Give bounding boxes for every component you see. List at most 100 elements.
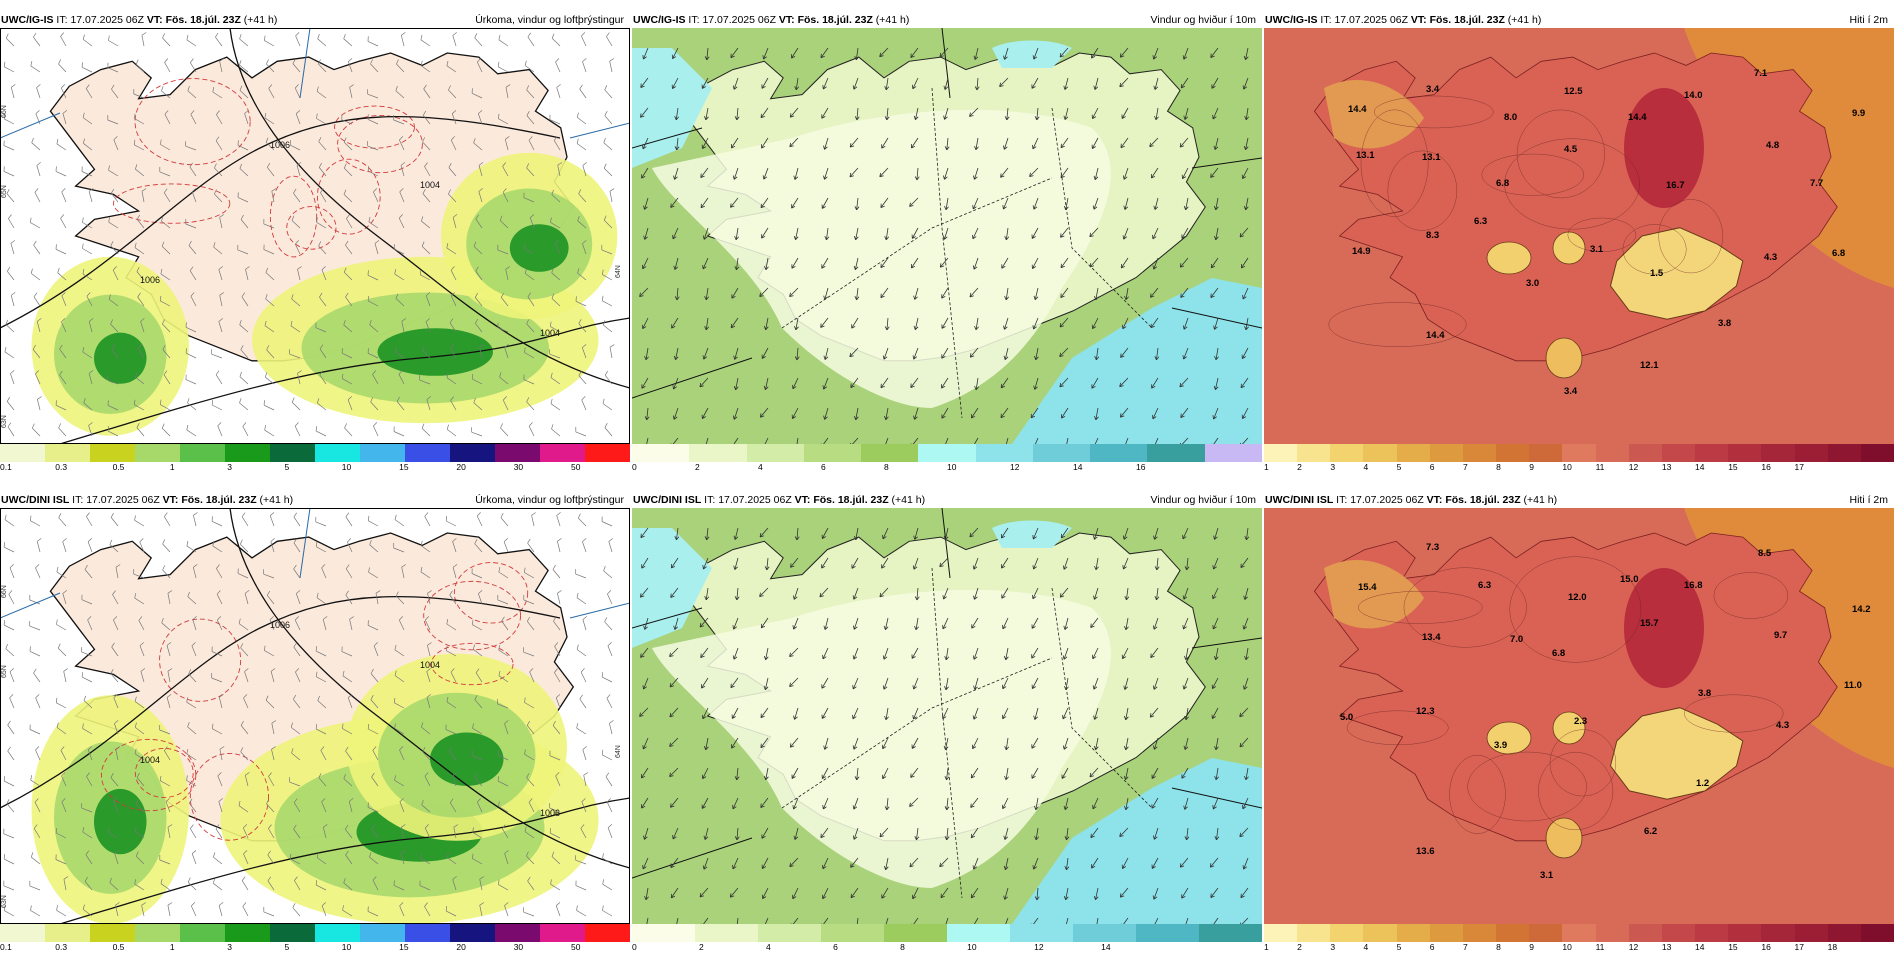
colorbar-swatch <box>315 924 360 942</box>
colorbar-swatch <box>1430 444 1463 462</box>
latitude-label: 63N <box>1 895 8 908</box>
panel-header: UWC/IG-IS IT: 17.07.2025 06Z VT: Fös. 18… <box>0 12 630 28</box>
map-canvas <box>632 28 1262 444</box>
map-canvas <box>632 508 1262 924</box>
lead-time: (+41 h) <box>260 494 294 506</box>
temperature-value: 12.5 <box>1564 86 1583 97</box>
run-info: UWC/IG-IS IT: 17.07.2025 06Z VT: Fös. 18… <box>1 12 277 28</box>
panel-header: UWC/IG-IS IT: 17.07.2025 06Z VT: Fös. 18… <box>632 12 1262 28</box>
colorbar-tick-label: 0.3 <box>55 942 67 952</box>
precip-area-heavy <box>94 789 147 854</box>
colorbar-swatch <box>495 444 540 462</box>
glacier-small <box>1546 818 1582 858</box>
colorbar-tick-label: 0.5 <box>113 942 125 952</box>
it-value: 17.07.2025 06Z <box>1350 494 1424 506</box>
colorbar-swatch <box>0 924 45 942</box>
precip-panel: UWC/DINI ISL IT: 17.07.2025 06Z VT: Fös.… <box>0 492 630 952</box>
isobar-label: 1004 <box>140 755 160 765</box>
temperature-value: 3.9 <box>1494 740 1507 751</box>
colorbar-swatch <box>1529 924 1562 942</box>
colorbar-tick-label: 16 <box>1136 462 1145 472</box>
colorbar-swatch <box>270 924 315 942</box>
colorbar-swatch <box>450 444 495 462</box>
colorbar-tick-label: 5 <box>1397 462 1402 472</box>
colorbar-tick-label: 17 <box>1795 942 1804 952</box>
temperature-zone-hot <box>1624 88 1704 208</box>
colorbar-swatch <box>270 444 315 462</box>
colorbar-swatch <box>1662 444 1695 462</box>
it-label: IT: <box>704 494 715 506</box>
temperature-value: 3.0 <box>1526 278 1539 289</box>
colorbar-swatch <box>1363 924 1396 942</box>
vt-label: VT: <box>795 494 811 506</box>
colorbar-swatch <box>540 444 585 462</box>
colorbar-tick-label: 20 <box>456 942 465 952</box>
temperature-value: 16.7 <box>1666 180 1685 191</box>
colorbar-tick-label: 30 <box>514 942 523 952</box>
temperature-value: 15.0 <box>1620 574 1639 585</box>
run-info: UWC/IG-IS IT: 17.07.2025 06Z VT: Fös. 18… <box>633 12 909 28</box>
colorbar-tick-label: 4 <box>766 942 771 952</box>
panel-header: UWC/DINI ISL IT: 17.07.2025 06Z VT: Fös.… <box>1264 492 1894 508</box>
temperature-value: 3.4 <box>1426 84 1440 95</box>
panel-title: Úrkoma, vindur og loftþrýstingur <box>475 492 624 508</box>
colorbar-tick-label: 15 <box>1728 462 1737 472</box>
colorbar-swatch <box>360 444 405 462</box>
colorbar-swatch <box>0 444 45 462</box>
colorbar-swatch <box>1033 444 1090 462</box>
temperature-value: 7.0 <box>1510 634 1523 645</box>
colorbar-tick-label: 0.3 <box>55 462 67 472</box>
colorbar-tick-label: 2 <box>1297 942 1302 952</box>
latitude-label: 66N <box>1 585 8 598</box>
colorbar-swatch <box>947 924 1010 942</box>
panel-title: Hiti í 2m <box>1849 492 1888 508</box>
colorbar-tick-label: 1 <box>170 462 175 472</box>
colorbar-swatch <box>45 924 90 942</box>
colorbar-swatch <box>1397 924 1430 942</box>
panel-title: Vindur og hviður í 10m <box>1151 492 1256 508</box>
temperature-value: 16.8 <box>1684 580 1703 591</box>
colorbar-swatch <box>90 444 135 462</box>
colorbar-tick-label: 4 <box>758 462 763 472</box>
temperature-value: 1.5 <box>1650 268 1664 279</box>
colorbar-swatch <box>315 444 360 462</box>
colorbar <box>0 924 630 942</box>
colorbar-swatch <box>1199 924 1262 942</box>
colorbar-tick-label: 1 <box>170 942 175 952</box>
temperature-value: 6.8 <box>1496 178 1509 189</box>
colorbar-swatch <box>1861 924 1894 942</box>
precip-panel: UWC/IG-IS IT: 17.07.2025 06Z VT: Fös. 18… <box>0 12 630 472</box>
colorbar-swatch <box>1795 924 1828 942</box>
colorbar-tick-label: 0 <box>632 942 637 952</box>
isobar-label: 1004 <box>420 180 440 190</box>
colorbar-tick-label: 12 <box>1629 462 1638 472</box>
temperature-value: 3.1 <box>1590 244 1604 255</box>
colorbar-tick-label: 15 <box>399 942 408 952</box>
colorbar-swatch <box>1264 924 1297 942</box>
colorbar-tick-label: 3 <box>227 462 232 472</box>
temperature-value: 3.8 <box>1698 688 1711 699</box>
colorbar-tick-label: 16 <box>1761 942 1770 952</box>
colorbar-tick-label: 0.5 <box>113 462 125 472</box>
panel-header: UWC/IG-IS IT: 17.07.2025 06Z VT: Fös. 18… <box>1264 12 1894 28</box>
colorbar-swatch <box>1297 924 1330 942</box>
colorbar-swatch <box>1073 924 1136 942</box>
colorbar <box>1264 444 1894 462</box>
colorbar-swatch <box>1596 924 1629 942</box>
temperature-value: 6.8 <box>1832 248 1845 259</box>
colorbar <box>632 924 1262 942</box>
it-label: IT: <box>688 14 699 26</box>
colorbar-tick-label: 30 <box>514 462 523 472</box>
temperature-value: 8.3 <box>1426 230 1439 241</box>
colorbar-swatch <box>1828 444 1861 462</box>
colorbar-tick-label: 50 <box>571 942 580 952</box>
colorbar-swatch <box>1090 444 1147 462</box>
colorbar-tick-label: 10 <box>947 462 956 472</box>
latitude-label: 66N <box>1 105 8 118</box>
colorbar-swatch <box>1529 444 1562 462</box>
